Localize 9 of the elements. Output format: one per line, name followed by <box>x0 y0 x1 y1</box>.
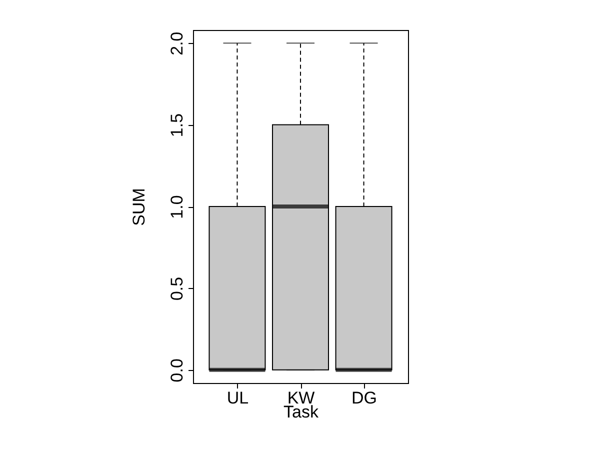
y-axis-title: SUM <box>130 188 148 226</box>
y-tick-label: 0.0 <box>168 358 186 382</box>
y-tick-label: 2.0 <box>168 32 186 56</box>
y-tick-label: 1.5 <box>168 113 186 138</box>
x-axis-title: Task <box>284 402 319 422</box>
x-tick-label: DG <box>352 388 378 408</box>
x-tick-label: UL <box>226 388 249 408</box>
y-tick-label: 1.0 <box>168 195 186 219</box>
y-tick-label: 0.5 <box>168 276 186 301</box>
